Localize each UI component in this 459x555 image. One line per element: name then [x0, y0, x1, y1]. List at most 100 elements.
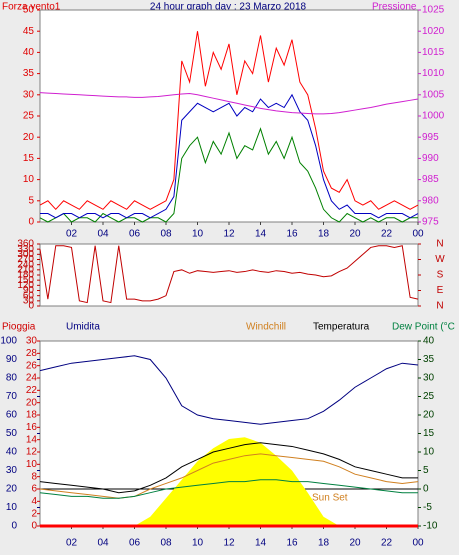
y-tick-label: 0	[28, 301, 34, 312]
x-tick-label: 04	[97, 229, 109, 240]
y-tick-label: 30	[6, 465, 18, 476]
y2-tick-label: 1010	[422, 68, 445, 79]
y2-tick-label: 1000	[422, 111, 445, 122]
series-line	[39, 92, 419, 115]
legend-entry: Dew Point (°C	[392, 322, 455, 333]
x-tick-label: 06	[129, 229, 141, 240]
y-tick-label: 180	[17, 270, 34, 281]
pressure-axis-title: Pressione	[372, 2, 417, 13]
x-tick-label: 16	[286, 229, 298, 240]
y3-tick-label: 16	[26, 422, 38, 433]
x-tick-label: 14	[255, 229, 267, 240]
y-tick-label: 35	[23, 68, 35, 79]
y2-tick-label: S	[437, 270, 444, 281]
y-tick-label: 20	[23, 132, 35, 143]
y2-tick-label: 980	[422, 195, 439, 206]
series-line	[39, 355, 419, 425]
y2-tick-label: 35	[423, 354, 435, 365]
y-tick-label: 300	[17, 249, 34, 260]
y-tick-label: 360	[17, 239, 34, 250]
x-tick-label: 14	[255, 538, 267, 549]
y3-tick-label: 14	[26, 434, 38, 445]
y-tick-label: 70	[6, 391, 18, 402]
y2-tick-label: 15	[423, 428, 435, 439]
y2-tick-label: 1015	[422, 47, 445, 58]
y-tick-label: 80	[6, 373, 18, 384]
y2-tick-label: 30	[423, 373, 435, 384]
y2-tick-label: 1025	[422, 5, 445, 16]
legend-entry: Umidita	[66, 322, 100, 333]
y3-tick-label: 8	[31, 471, 37, 482]
x-tick-label: 22	[381, 229, 393, 240]
y-tick-label: 30	[23, 295, 35, 306]
series-line	[40, 93, 419, 219]
x-tick-label: 04	[97, 538, 109, 549]
legend-entry: Pioggia	[2, 322, 36, 333]
y3-tick-label: 18	[26, 410, 38, 421]
y-tick-label: 5	[28, 195, 34, 206]
series-line	[39, 127, 418, 223]
y-tick-label: 0	[28, 217, 34, 228]
legend-entry: Temperatura	[313, 322, 370, 333]
y-tick-label: 25	[23, 111, 35, 122]
y-tick-label: 40	[23, 47, 35, 58]
y-tick-label: 270	[17, 254, 34, 265]
y-tick-label: 45	[23, 26, 35, 37]
x-tick-label: 12	[223, 538, 235, 549]
y-tick-label: 15	[23, 153, 35, 164]
y2-tick-label: W	[435, 254, 445, 265]
x-tick-label: 06	[129, 538, 141, 549]
y-tick-label: 150	[17, 275, 34, 286]
sunset-label: Sun Set	[312, 493, 348, 504]
y2-tick-label: 10	[423, 447, 435, 458]
y2-tick-label: -10	[423, 521, 438, 532]
legend-entry: Windchill	[246, 322, 286, 333]
y2-tick-label: N	[436, 301, 443, 312]
x-tick-label: 18	[318, 229, 330, 240]
y2-tick-label: 990	[422, 153, 439, 164]
y2-tick-label: 0	[423, 484, 429, 495]
y3-tick-label: 30	[26, 336, 38, 347]
y3-tick-label: 20	[26, 397, 38, 408]
wind-axis-title: Forza vento1	[2, 2, 61, 13]
y-tick-label: 30	[23, 89, 35, 100]
x-tick-label: 20	[349, 538, 361, 549]
x-tick-label: 16	[286, 538, 298, 549]
series-line	[39, 245, 419, 304]
x-tick-label: 18	[318, 538, 330, 549]
plot-area	[39, 243, 419, 307]
y2-tick-label: 1020	[422, 26, 445, 37]
x-tick-label: 22	[381, 538, 393, 549]
y2-tick-label: 995	[422, 132, 439, 143]
x-tick-label: 20	[349, 229, 361, 240]
y3-tick-label: 28	[26, 348, 38, 359]
y-tick-label: 60	[23, 290, 35, 301]
y-tick-label: 50	[6, 428, 18, 439]
y-tick-label: 0	[11, 521, 17, 532]
y-tick-label: 330	[17, 244, 34, 255]
y-tick-label: 120	[17, 280, 34, 291]
y3-tick-label: 12	[26, 447, 38, 458]
y2-tick-label: 1005	[422, 89, 445, 100]
x-tick-label: 12	[223, 229, 235, 240]
x-tick-label: 10	[192, 229, 204, 240]
y-tick-label: 20	[6, 484, 18, 495]
y-tick-label: 100	[0, 336, 17, 347]
y-tick-label: 40	[6, 447, 18, 458]
y2-tick-label: 25	[423, 391, 435, 402]
y2-tick-label: -5	[423, 502, 432, 513]
y-tick-label: 90	[6, 354, 18, 365]
y-tick-label: 10	[23, 174, 35, 185]
y3-tick-label: 10	[26, 459, 38, 470]
y-tick-label: 60	[6, 410, 18, 421]
y-tick-label: 50	[23, 5, 35, 16]
y3-tick-label: 0	[31, 521, 37, 532]
y2-tick-label: 5	[423, 465, 429, 476]
y3-tick-label: 6	[31, 484, 37, 495]
y-tick-label: 240	[17, 259, 34, 270]
y2-tick-label: N	[436, 239, 443, 250]
y3-tick-label: 4	[31, 496, 37, 507]
x-tick-label: 00	[412, 229, 424, 240]
x-tick-label: 02	[66, 229, 78, 240]
y3-tick-label: 26	[26, 360, 38, 371]
